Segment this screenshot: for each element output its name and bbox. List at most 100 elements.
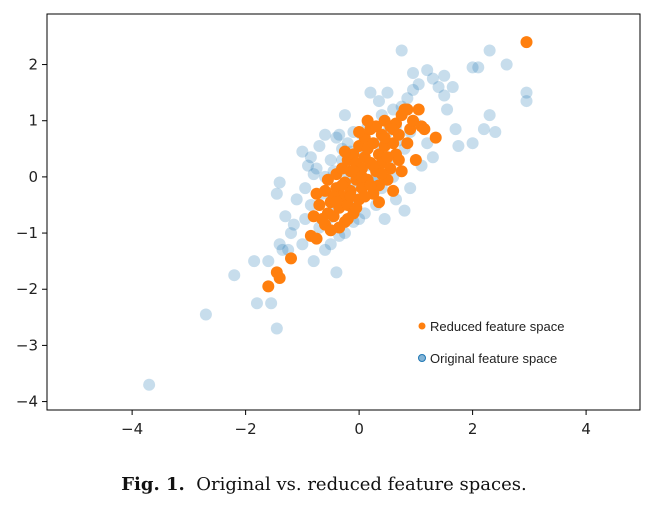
reduced-point: [418, 123, 431, 136]
reduced-point: [395, 165, 408, 178]
reduced-point: [336, 179, 349, 192]
original-point: [387, 103, 400, 116]
reduced-point: [355, 170, 368, 183]
original-point: [483, 44, 496, 57]
reduced-point: [372, 196, 385, 209]
original-point: [446, 81, 459, 94]
reduced-point: [273, 272, 286, 284]
reduced-point: [401, 137, 414, 150]
reduced-point: [310, 232, 323, 245]
original-point: [333, 128, 346, 141]
reduced-point: [387, 184, 400, 197]
original-point: [449, 123, 462, 136]
original-point: [412, 78, 425, 91]
axes-frame: [46, 13, 641, 411]
legend-marker-original: [418, 354, 426, 362]
reduced-point: [407, 114, 420, 127]
reduced-point: [367, 137, 380, 150]
reduced-point: [370, 120, 383, 133]
original-point: [520, 95, 533, 108]
original-point: [421, 64, 434, 77]
original-point: [250, 297, 263, 310]
reduced-point: [330, 196, 343, 209]
original-point: [489, 125, 502, 138]
x-tick-label: −2: [235, 420, 257, 438]
original-point: [273, 238, 286, 251]
original-point: [466, 137, 479, 150]
original-point: [276, 243, 289, 256]
original-point: [296, 238, 309, 251]
original-point: [358, 207, 371, 220]
x-tick-label: 2: [468, 420, 478, 438]
y-tick-label: −3: [16, 336, 38, 354]
original-point: [330, 131, 343, 144]
original-point: [262, 255, 275, 268]
original-point: [421, 137, 434, 150]
reduced-point: [344, 190, 357, 203]
original-point: [398, 204, 411, 217]
legend-label-original: Original feature space: [430, 351, 557, 366]
original-point: [477, 123, 490, 136]
original-point: [287, 218, 300, 231]
original-point: [324, 238, 337, 251]
original-point: [290, 193, 303, 206]
original-point: [324, 154, 337, 167]
original-point: [302, 159, 315, 172]
reduced-point: [319, 184, 332, 197]
original-point: [404, 182, 417, 195]
original-point: [319, 128, 332, 141]
reduced-point: [353, 125, 366, 138]
original-point: [407, 66, 420, 79]
original-point: [270, 322, 283, 335]
original-point: [270, 187, 283, 200]
original-point: [500, 58, 513, 71]
reduced-point: [364, 179, 377, 192]
reduced-point: [341, 213, 354, 226]
original-point: [330, 266, 343, 279]
original-point: [296, 145, 309, 158]
x-axis-ticks: −4 −2 0 2 4: [121, 410, 591, 438]
legend-label-reduced: Reduced feature space: [430, 319, 564, 334]
original-point: [364, 86, 377, 99]
x-tick-label: −4: [121, 420, 143, 438]
original-point: [143, 378, 156, 391]
legend: Reduced feature space Original feature s…: [418, 319, 564, 366]
y-axis-ticks: 2 1 0 −1 −2 −3 −4: [16, 56, 47, 411]
original-point: [199, 308, 212, 321]
original-point: [248, 255, 261, 268]
original-point: [381, 86, 394, 99]
original-point: [426, 151, 439, 164]
reduced-point: [401, 103, 414, 116]
original-point: [378, 213, 391, 226]
x-tick-label: 4: [581, 420, 591, 438]
original-point: [441, 103, 454, 116]
reduced-point: [375, 168, 388, 181]
reduced-point: [316, 213, 329, 226]
y-tick-label: 2: [28, 56, 38, 74]
original-point: [307, 255, 320, 268]
reduced-point: [378, 131, 391, 144]
x-tick-label: 0: [354, 420, 364, 438]
original-point: [472, 61, 485, 74]
original-point: [338, 109, 351, 122]
original-point: [452, 140, 465, 152]
original-point: [304, 198, 317, 211]
y-tick-label: −2: [16, 280, 38, 298]
reduced-point: [321, 173, 334, 186]
caption-label: Fig. 1.: [121, 474, 185, 495]
original-point: [279, 210, 292, 223]
reduced-point: [367, 159, 380, 172]
reduced-points-layer: [262, 36, 533, 293]
original-point: [319, 243, 332, 256]
scatter-plot: −4 −2 0 2 4 2 1 0 −1 −2 −3 −4 Reduced feature spac…: [16, 13, 641, 438]
reduced-point: [412, 103, 425, 116]
reduced-point: [327, 210, 340, 223]
original-point: [483, 109, 496, 122]
reduced-point: [392, 154, 405, 167]
y-tick-label: −1: [16, 224, 38, 242]
original-point: [426, 72, 439, 85]
reduced-point: [429, 131, 442, 144]
original-point: [310, 162, 323, 175]
original-point: [304, 151, 317, 164]
original-point: [466, 61, 479, 74]
